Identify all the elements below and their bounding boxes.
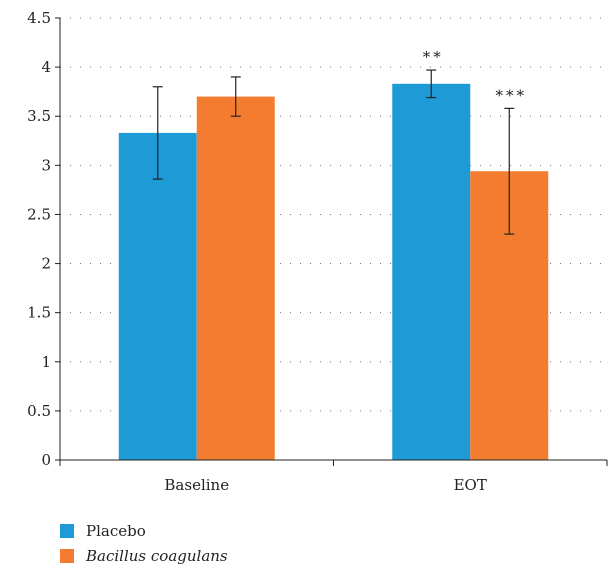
x-tick-label-baseline: Baseline bbox=[164, 476, 229, 494]
y-tick-label-9: 4.5 bbox=[27, 9, 51, 27]
legend-label-bacillus-coagulans: Bacillus coagulans bbox=[86, 546, 228, 565]
legend-item-bacillus-coagulans: Bacillus coagulans bbox=[60, 543, 228, 568]
y-tick-label-6: 3 bbox=[41, 156, 51, 174]
y-tick-label-0: 0 bbox=[41, 451, 51, 469]
y-tick-label-3: 1.5 bbox=[27, 304, 51, 322]
y-tick-label-2: 1 bbox=[41, 353, 51, 371]
significance-label-1: *** bbox=[496, 86, 528, 104]
bar-placebo-eot bbox=[392, 83, 471, 460]
y-tick-label-1: 0.5 bbox=[27, 402, 51, 420]
x-tick-label-eot: EOT bbox=[454, 476, 487, 494]
legend-swatch-bacillus-coagulans bbox=[60, 548, 74, 563]
legend-swatch-placebo bbox=[60, 523, 74, 538]
y-tick-label-5: 2.5 bbox=[27, 205, 51, 223]
bar-placebo-baseline bbox=[118, 132, 197, 461]
legend-item-placebo: Placebo bbox=[60, 518, 228, 543]
y-tick-label-7: 3.5 bbox=[27, 107, 51, 125]
bar-chart: 00.511.522.533.544.5*****Baseline EOT bbox=[27, 9, 608, 494]
legend-label-placebo: Placebo bbox=[86, 521, 146, 540]
y-tick-label-4: 2 bbox=[41, 255, 51, 273]
legend: Placebo Bacillus coagulans bbox=[60, 518, 228, 568]
y-tick-label-8: 4 bbox=[41, 58, 51, 76]
significance-label-0: ** bbox=[423, 48, 444, 66]
bar-bacillus-coagulans-baseline bbox=[196, 96, 275, 461]
